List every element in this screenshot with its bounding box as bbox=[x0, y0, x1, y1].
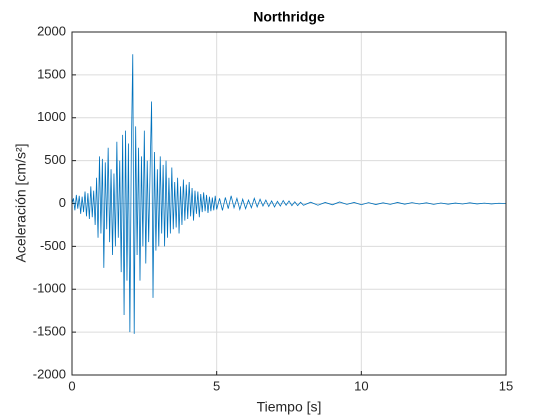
x-tick-label: 0 bbox=[68, 378, 75, 393]
data-line bbox=[71, 54, 507, 334]
y-tick-label: -1000 bbox=[33, 281, 66, 296]
y-tick-label: 2000 bbox=[37, 23, 66, 38]
chart-title: Northridge bbox=[253, 9, 325, 25]
y-tick-label: 1500 bbox=[37, 66, 66, 81]
x-axis-label: Tiempo [s] bbox=[257, 399, 322, 415]
y-tick-label: 500 bbox=[44, 152, 66, 167]
y-axis-label: Aceleración [cm/s²] bbox=[13, 143, 29, 262]
x-tick-label: 15 bbox=[499, 378, 513, 393]
y-tick-label: -2000 bbox=[33, 366, 66, 381]
axes-box bbox=[71, 31, 507, 376]
y-tick-label: 0 bbox=[59, 195, 66, 210]
y-tick-label: -500 bbox=[40, 238, 66, 253]
y-tick-label: 1000 bbox=[37, 109, 66, 124]
y-tick-label: -1500 bbox=[33, 324, 66, 339]
x-tick-label: 10 bbox=[354, 378, 368, 393]
x-tick-label: 5 bbox=[213, 378, 220, 393]
